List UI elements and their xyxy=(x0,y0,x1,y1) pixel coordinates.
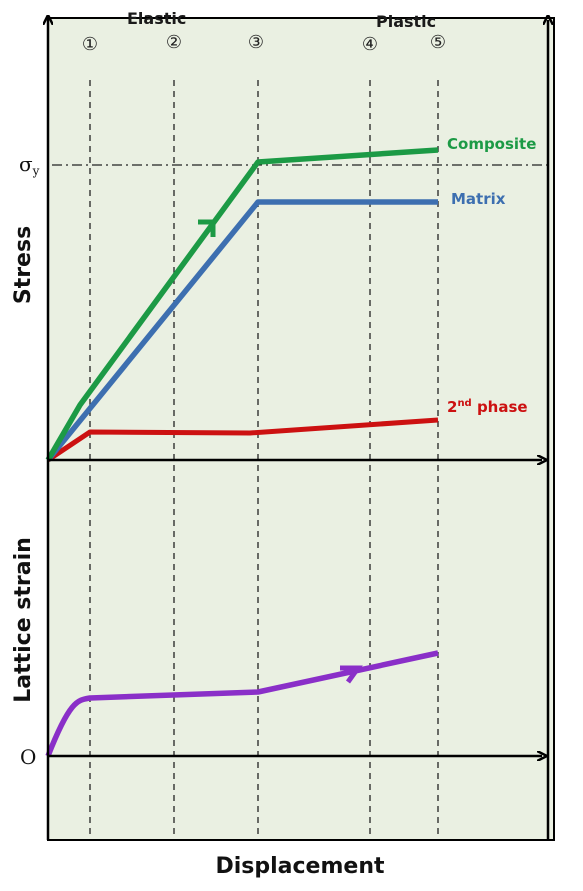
marker-4: ④ xyxy=(362,34,378,55)
displacement-axis-title: Displacement xyxy=(215,854,385,879)
marker-2: ② xyxy=(166,32,182,53)
origin-label: O xyxy=(20,745,36,769)
matrix-curve xyxy=(45,199,438,462)
stress-axis-title: Stress xyxy=(11,226,36,304)
marker-5: ⑤ xyxy=(430,32,446,53)
composite-label: Composite xyxy=(447,135,536,153)
second-phase-label: 2nd phase xyxy=(447,398,528,416)
yield-stress-symbol: σy xyxy=(19,152,40,178)
elastic-label: Elastic xyxy=(127,9,186,28)
composite-direction-arrow xyxy=(198,219,216,237)
lattice-strain-curve xyxy=(45,650,439,758)
marker-1: ① xyxy=(82,34,98,55)
second-phase-curve xyxy=(46,417,439,463)
plastic-label: Plastic xyxy=(376,12,436,31)
composite-curve xyxy=(45,147,439,462)
matrix-label: Matrix xyxy=(451,190,506,208)
marker-3: ③ xyxy=(248,32,264,53)
lattice-direction-arrow xyxy=(340,665,363,684)
lattice-strain-axis-title: Lattice strain xyxy=(11,537,36,703)
